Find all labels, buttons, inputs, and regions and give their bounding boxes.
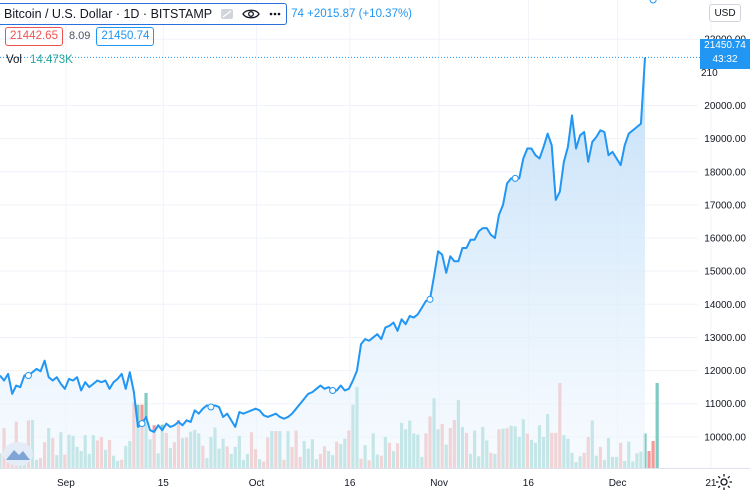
- y-tick-label: 16000.00: [704, 234, 746, 245]
- price-line: [0, 57, 646, 433]
- price-change: 74 +2015.87 (+10.37%): [291, 8, 412, 20]
- symbol-legend: Bitcoin / U.S. Dollar · 1D · BITSTAMP 74…: [0, 3, 412, 25]
- y-tick-label: 11000.00: [705, 399, 746, 410]
- volume-value: 14.473K: [30, 54, 73, 66]
- y-tick-label: 17000.00: [704, 200, 746, 211]
- series-marker: [426, 295, 434, 303]
- symbol-title: Bitcoin / U.S. Dollar · 1D · BITSTAMP: [4, 7, 213, 21]
- y-tick-label: 13000.00: [704, 333, 746, 344]
- x-tick-label: 15: [158, 478, 170, 489]
- eye-slash-icon[interactable]: [220, 7, 234, 21]
- mountain-logo-icon[interactable]: [2, 440, 34, 468]
- volume-label: Vol: [6, 54, 22, 66]
- currency-button[interactable]: USD: [709, 4, 741, 22]
- last-price-fragment: 74: [291, 8, 304, 20]
- series-marker: [649, 0, 657, 4]
- change-value: +2015.87 (+10.37%): [307, 8, 413, 20]
- y-tick-label: 15000.00: [704, 267, 746, 278]
- price-scale[interactable]: 10000.00 11000.00 12000.00 13000.00 14000.00…: [701, 35, 746, 444]
- more-icon[interactable]: [268, 7, 282, 21]
- x-tick-label: Sep: [57, 478, 75, 489]
- y-tick-label: 12000.00: [704, 366, 746, 377]
- price-area: [0, 57, 645, 469]
- y-tick-label: 19000.00: [704, 134, 746, 145]
- time-scale[interactable]: 17Sep15Oct16Nov16Dec21: [0, 478, 717, 489]
- series-marker: [138, 420, 146, 428]
- x-tick-label: 16: [344, 478, 356, 489]
- bid-price[interactable]: 21442.65: [5, 26, 63, 46]
- x-tick-label: Dec: [609, 478, 627, 489]
- gear-icon[interactable]: [714, 472, 734, 492]
- x-tick-label: Nov: [430, 478, 448, 489]
- volume-bar: [651, 441, 655, 468]
- bar-countdown: 43:32: [712, 54, 738, 65]
- spread-value: 8.09: [68, 30, 91, 42]
- volume-legend: Vol 14.473K: [0, 52, 73, 68]
- volume-bar: [655, 383, 659, 468]
- symbol-title-box[interactable]: Bitcoin / U.S. Dollar · 1D · BITSTAMP: [0, 3, 288, 25]
- x-tick-label: 16: [523, 478, 535, 489]
- x-tick-label: Oct: [249, 478, 265, 489]
- ask-price[interactable]: 21450.74: [96, 26, 155, 46]
- y-tick-label: 18000.00: [704, 167, 746, 178]
- y-tick-label: 14000.00: [704, 300, 746, 311]
- y-tick-label: 20000.00: [704, 101, 746, 112]
- volume-bar: [647, 451, 651, 468]
- x-tick-label: 21: [705, 478, 717, 489]
- last-price-label: 21450.74 43:32: [700, 39, 750, 69]
- series-markers: [24, 0, 657, 428]
- bid-ask-row: 21442.65 8.09 21450.74: [0, 26, 155, 46]
- last-price-value: 21450.74: [704, 40, 746, 51]
- y-tick-label: 210: [701, 68, 718, 79]
- eye-icon[interactable]: [242, 7, 260, 21]
- y-tick-label: 10000.00: [704, 432, 746, 443]
- series-marker: [207, 403, 215, 411]
- series-marker: [24, 372, 32, 380]
- series-marker: [511, 174, 519, 182]
- series-marker: [329, 386, 337, 394]
